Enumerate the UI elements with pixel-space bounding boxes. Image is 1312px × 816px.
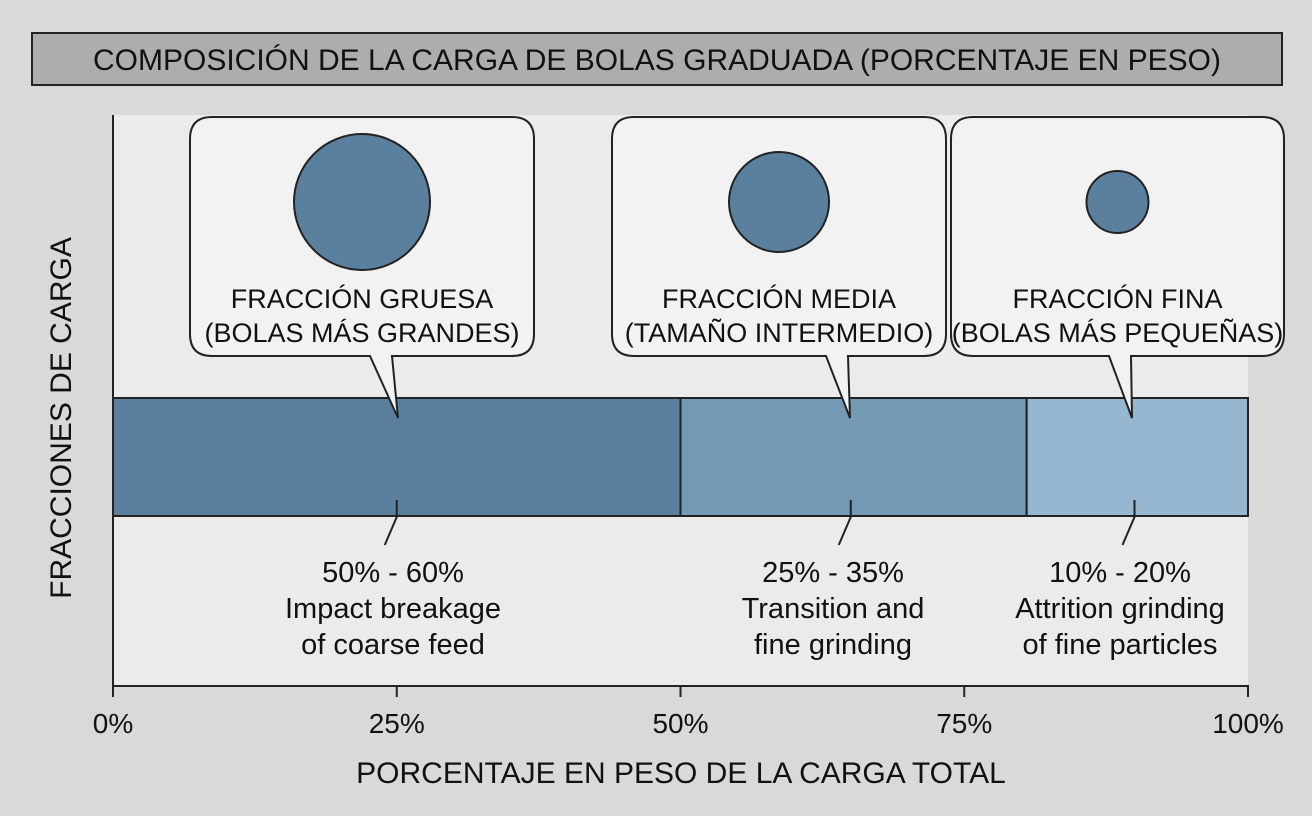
range-annotations: 50% - 60% Impact breakage of coarse feed 25…	[285, 500, 1225, 661]
y-axis-title: FRACCIONES DE CARGA	[45, 237, 78, 599]
x-tick-label: 100%	[1212, 708, 1284, 739]
chart-title: COMPOSICIÓN DE LA CARGA DE BOLAS GRADUAD…	[93, 44, 1221, 77]
bar-segment	[679, 397, 1028, 517]
description-line: Impact breakage	[285, 593, 501, 625]
title-box	[31, 32, 1283, 86]
annotation-leader	[837, 500, 852, 546]
ball-icon	[293, 133, 431, 271]
callout-subtitle: (TAMAÑO INTERMEDIO)	[625, 317, 933, 348]
callout-subtitle: (BOLAS MÁS GRANDES)	[204, 318, 519, 348]
bar-segment	[1025, 397, 1250, 517]
stacked-bar	[112, 397, 1250, 517]
callout-box	[950, 116, 1285, 419]
x-tick-label: 50%	[652, 708, 708, 739]
ball-icon	[728, 151, 830, 253]
range-label: 25% - 35%	[762, 557, 904, 589]
description-line: Transition and	[742, 593, 925, 625]
annotation-leader	[1121, 500, 1136, 546]
ball-icon	[1085, 170, 1150, 234]
description-line: Attrition grinding	[1015, 593, 1225, 625]
callout-title: FRACCIÓN MEDIA	[662, 283, 896, 314]
range-label: 10% - 20%	[1049, 557, 1191, 589]
x-tick-label: 75%	[936, 708, 992, 739]
callouts: FRACCIÓN GRUESA (BOLAS MÁS GRANDES) FRACCI…	[189, 116, 1285, 419]
description-line: of fine particles	[1022, 629, 1217, 661]
annotation-leader	[383, 500, 398, 546]
range-label: 50% - 60%	[322, 557, 464, 589]
callout-title: FRACCIÓN FINA	[1012, 283, 1222, 314]
description-line: of coarse feed	[301, 629, 485, 661]
description-line: fine grinding	[754, 629, 912, 661]
callout-box	[611, 116, 947, 419]
x-ticks: 0% 25% 50% 75% 100%	[93, 686, 1284, 739]
x-tick-label: 25%	[369, 708, 425, 739]
callout-title: FRACCIÓN GRUESA	[231, 283, 494, 314]
x-axis-title: PORCENTAJE EN PESO DE LA CARGA TOTAL	[356, 757, 1006, 790]
callout-subtitle: (BOLAS MÁS PEQUEÑAS)	[952, 317, 1284, 348]
x-tick-label: 0%	[93, 708, 133, 739]
